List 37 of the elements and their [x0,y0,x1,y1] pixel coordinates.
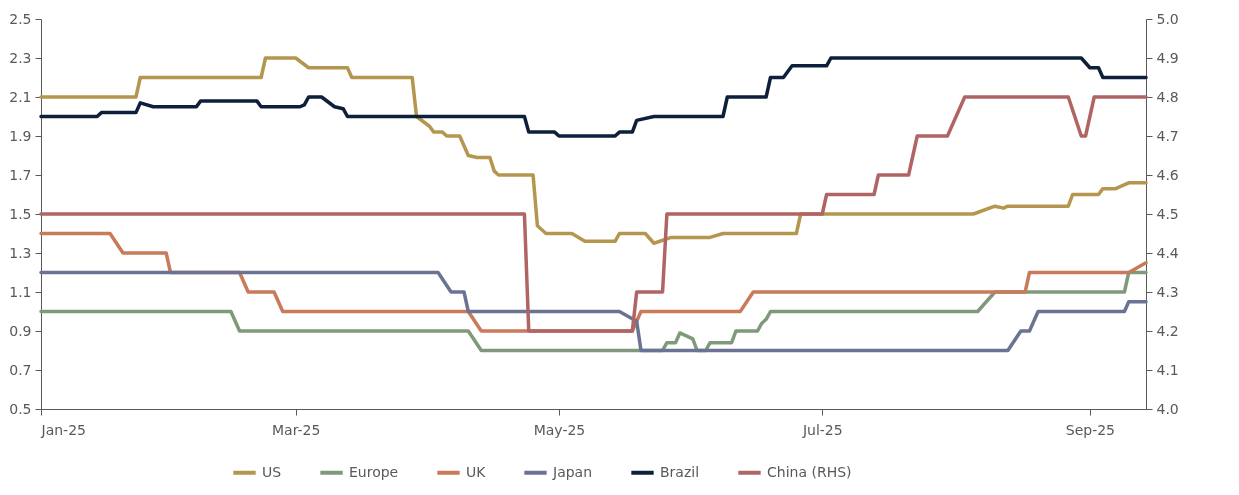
y2-tick-label: 4.6 [1156,166,1179,183]
x-tick-label: May-25 [533,421,586,438]
y-tick-label: 2.1 [9,88,32,105]
y-tick-label: 0.7 [9,361,32,378]
line-series [39,95,1148,333]
y2-tick-label: 4.2 [1156,322,1179,339]
y-tick-label: 2.5 [9,10,32,27]
y-tick-label: 1.7 [9,166,32,183]
y-tick-label: 1.3 [9,244,32,261]
y2-tick-label: 4.4 [1156,244,1179,261]
legend-label: Japan [552,463,593,480]
y2-tick-label: 4.7 [1156,127,1179,144]
y2-tick-label: 4.1 [1156,361,1179,378]
y-tick-label: 0.9 [9,322,32,339]
x-tick-label: Mar-25 [271,421,321,438]
legend-label: China (RHS) [767,463,852,480]
y-tick-label: 1.5 [9,205,32,222]
line-series [39,56,1148,138]
y2-tick-label: 4.9 [1156,49,1179,66]
legend-label: UK [466,463,487,480]
y2-tick-label: 4.8 [1156,88,1179,105]
y-tick-label: 0.5 [9,400,32,417]
x-tick-label: Sep-25 [1065,421,1116,438]
legend-label: US [262,463,282,480]
y2-tick-label: 4.3 [1156,283,1179,300]
x-tick-label: Jan-25 [40,421,86,438]
y2-tick-label: 5.0 [1156,10,1179,27]
y2-tick-label: 4.5 [1156,205,1179,222]
legend-label: Europe [349,463,399,480]
y2-tick-label: 4.0 [1156,400,1179,417]
x-tick-label: Jul-25 [801,421,843,438]
y-tick-label: 1.9 [9,127,32,144]
legend-label: Brazil [660,463,700,480]
y-tick-label: 1.1 [9,283,32,300]
line-series [39,270,1148,353]
y-tick-label: 2.3 [9,49,32,66]
line-series [39,56,1148,245]
